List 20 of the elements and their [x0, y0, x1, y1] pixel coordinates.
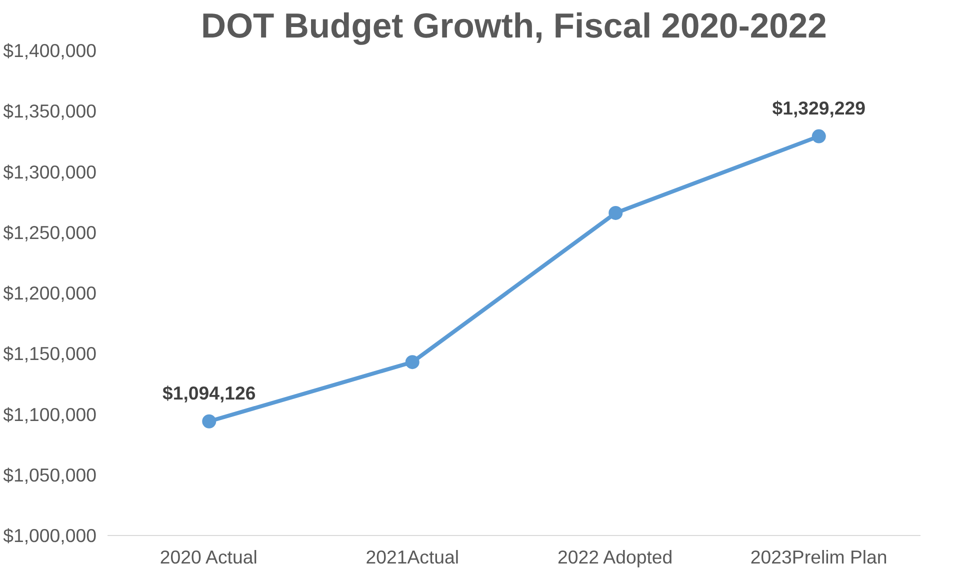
x-tick-label: 2022 Adopted — [558, 546, 673, 568]
x-tick-label: 2023Prelim Plan — [750, 546, 888, 568]
x-tick-label: 2020 Actual — [160, 546, 258, 568]
y-tick-label: $1,200,000 — [3, 282, 97, 304]
y-tick-label: $1,250,000 — [3, 222, 97, 243]
y-tick-label: $1,000,000 — [3, 525, 97, 546]
y-tick-label: $1,400,000 — [3, 40, 97, 61]
x-tick-label: 2021Actual — [366, 546, 460, 568]
y-tick-label: $1,050,000 — [3, 464, 97, 486]
point — [608, 206, 623, 220]
point — [405, 355, 420, 370]
data-label: $1,094,126 — [162, 382, 256, 404]
data-label: $1,329,229 — [772, 97, 866, 118]
point — [812, 129, 826, 144]
y-tick-label: $1,300,000 — [3, 161, 97, 182]
y-tick-label: $1,100,000 — [3, 404, 97, 425]
chart-title: DOT Budget Growth, Fiscal 2020-2022 — [201, 8, 827, 46]
point — [202, 414, 216, 428]
y-tick-label: $1,150,000 — [3, 343, 97, 364]
y-tick-label: $1,350,000 — [3, 100, 97, 122]
